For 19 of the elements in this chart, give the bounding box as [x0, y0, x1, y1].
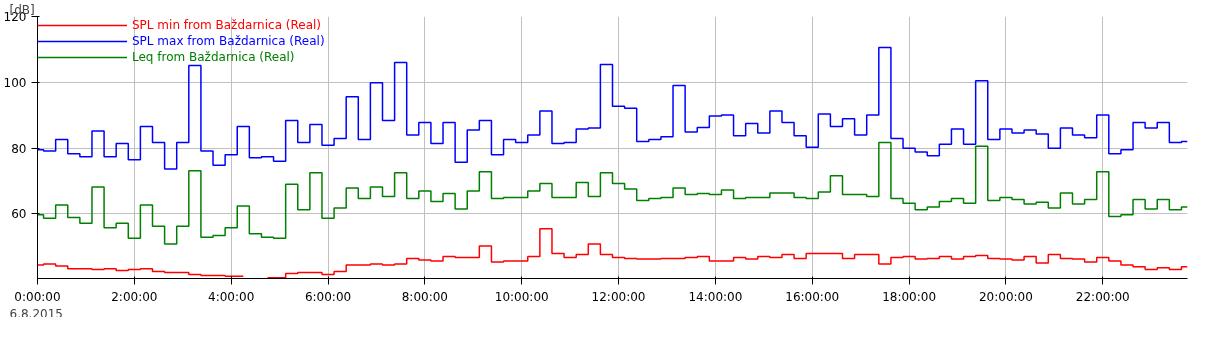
x-tick-label: 12:00:00	[591, 289, 646, 304]
x-tick-label: 18:00:00	[882, 289, 937, 304]
x-tick-label: 10:00:00	[494, 289, 549, 304]
text: Leq from Baždarnica (Real)	[132, 50, 295, 64]
x-tick-label: 6:00:00	[304, 289, 352, 304]
x-tick-label: 14:00:00	[688, 289, 743, 304]
x-tick-label: 0:00:00	[14, 289, 61, 304]
y-tick-label: 80	[11, 141, 27, 156]
x-tick-label: 16:00:00	[785, 289, 840, 304]
y-tick-label: 60	[11, 207, 27, 222]
x-tick-label: 8:00:00	[401, 289, 448, 304]
y-tick-label: 100	[3, 75, 27, 90]
x-tick-label: 22:00:00	[1075, 289, 1130, 304]
x-tick-label: 4:00:00	[208, 289, 255, 304]
x-tick-label: 2:00:00	[111, 289, 158, 304]
x-tick-label: 20:00:00	[978, 289, 1033, 304]
text: SPL max from Baždarnica (Real)	[132, 34, 325, 48]
text: 6.8.2015	[9, 306, 63, 321]
text: SPL min from Baždarnica (Real)	[132, 18, 322, 32]
